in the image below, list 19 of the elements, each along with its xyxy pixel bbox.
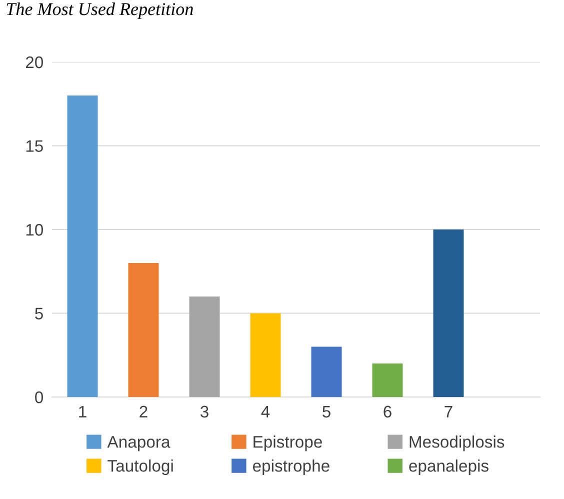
y-tick-label: 15 <box>26 140 43 152</box>
x-tick-label: 7 <box>444 406 452 418</box>
legend-label: epistrophe <box>252 459 330 476</box>
legend-label: Epistrope <box>254 436 322 452</box>
y-tick-label: 0 <box>35 391 44 404</box>
x-tick-label: 3 <box>200 406 208 418</box>
y-tick-label: 10 <box>26 224 44 236</box>
y-tick-label: 5 <box>35 308 43 320</box>
chart-title: The Most Used Repetition <box>6 2 193 19</box>
x-tick-label: 2 <box>140 406 148 418</box>
x-tick-label: 6 <box>384 406 392 418</box>
x-tick-label: 5 <box>322 406 330 418</box>
legend-label: Mesodiplosis <box>410 436 504 452</box>
x-tick-label: 4 <box>261 406 270 418</box>
legend-label: epanalepis <box>409 459 488 476</box>
legend-label: Tautologi <box>108 459 173 476</box>
legend-label: Anapora <box>107 436 170 452</box>
y-tick-label: 20 <box>26 56 44 68</box>
x-tick-label: 1 <box>79 406 86 418</box>
